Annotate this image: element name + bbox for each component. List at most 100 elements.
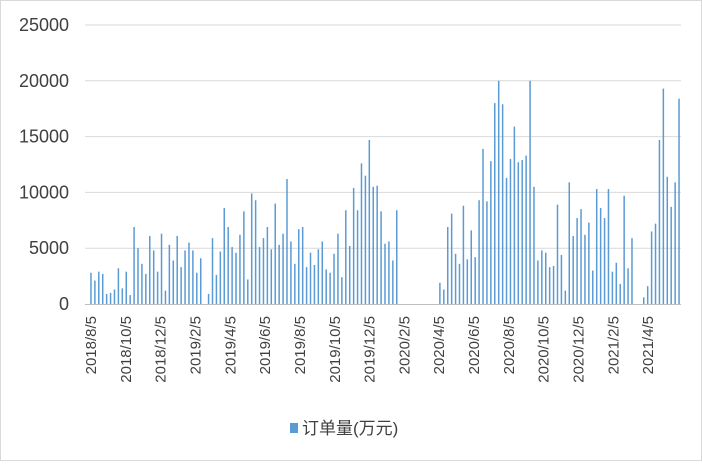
x-tick-label: 2018/12/5 [153, 316, 170, 383]
bar [290, 241, 292, 304]
x-tick-label: 2020/8/5 [501, 316, 518, 374]
bar [564, 290, 567, 304]
bar [482, 148, 484, 304]
x-tick-label: 2018/8/5 [83, 316, 100, 374]
bar [90, 272, 92, 304]
bar [223, 208, 226, 304]
bar [239, 234, 241, 304]
bar [278, 244, 280, 304]
bar [250, 193, 253, 304]
bar [160, 233, 163, 304]
x-tick-label: 2020/4/5 [431, 316, 448, 374]
bar [548, 267, 551, 304]
bar [305, 267, 308, 304]
bar [501, 104, 504, 305]
bar [243, 211, 245, 304]
bar [666, 176, 669, 304]
bar [446, 227, 449, 304]
bar [615, 262, 618, 304]
y-tick-label: 0 [59, 294, 69, 314]
bar [313, 264, 316, 304]
bar [603, 218, 606, 304]
bar [337, 233, 339, 304]
bar [137, 248, 139, 304]
bar [176, 235, 178, 304]
bar [650, 231, 653, 304]
bar [474, 257, 476, 304]
x-tick-label: 2019/4/5 [222, 316, 239, 374]
y-tick-label: 20000 [19, 71, 69, 91]
y-tick-label: 15000 [19, 127, 69, 147]
bar [611, 271, 614, 304]
bar [537, 260, 539, 304]
bar [298, 229, 300, 304]
bar [572, 235, 574, 304]
bar [674, 182, 676, 304]
bar [525, 155, 527, 304]
bar [364, 175, 367, 304]
bar [109, 292, 112, 304]
bar [544, 252, 547, 304]
bar [450, 213, 453, 304]
bar [133, 227, 135, 304]
bar [619, 283, 621, 304]
x-tick-label: 2019/12/5 [362, 316, 379, 383]
bar [341, 277, 343, 304]
bar [505, 177, 508, 304]
bar [329, 272, 331, 304]
bar [317, 249, 320, 304]
bar [274, 203, 276, 304]
bar [376, 185, 378, 304]
bar [521, 160, 523, 304]
bar [646, 286, 649, 304]
bar [599, 208, 602, 304]
x-tick-label: 2019/10/5 [327, 316, 344, 383]
bar [164, 290, 167, 304]
bar [490, 161, 492, 304]
bar [509, 158, 512, 304]
x-tick-label: 2019/8/5 [292, 316, 309, 374]
bar [439, 282, 441, 304]
bar [560, 254, 563, 304]
bar [125, 271, 127, 304]
bar [121, 288, 124, 304]
x-tick-label: 2018/10/5 [118, 316, 135, 383]
bar [219, 251, 222, 304]
bar [321, 241, 324, 304]
bar [552, 266, 555, 304]
bar [584, 234, 586, 304]
bar [631, 238, 633, 304]
bar [94, 280, 96, 304]
x-tick-label: 2020/2/5 [396, 316, 413, 374]
bar [211, 238, 214, 304]
legend-swatch [290, 423, 298, 433]
bar [113, 289, 116, 304]
bar [149, 235, 151, 304]
bar [529, 80, 531, 304]
y-tick-label: 25000 [19, 15, 69, 35]
bar [568, 182, 571, 304]
bar [458, 263, 461, 304]
bar [533, 186, 535, 304]
y-tick-label: 10000 [19, 182, 69, 202]
bar [388, 241, 390, 304]
bar [588, 222, 590, 304]
bar [658, 139, 661, 304]
bar [145, 273, 147, 304]
bar [670, 206, 672, 304]
bar [141, 263, 143, 304]
bar [556, 204, 559, 304]
bar [486, 201, 488, 304]
bar [309, 252, 312, 304]
x-tick-label: 2020/10/5 [536, 316, 553, 383]
bar [152, 250, 155, 304]
bar [294, 263, 296, 304]
bar [356, 210, 359, 304]
bar [101, 273, 104, 304]
bar [168, 244, 171, 304]
bar [466, 259, 469, 304]
bar [396, 210, 398, 304]
bar [662, 88, 665, 304]
bar [345, 210, 347, 304]
